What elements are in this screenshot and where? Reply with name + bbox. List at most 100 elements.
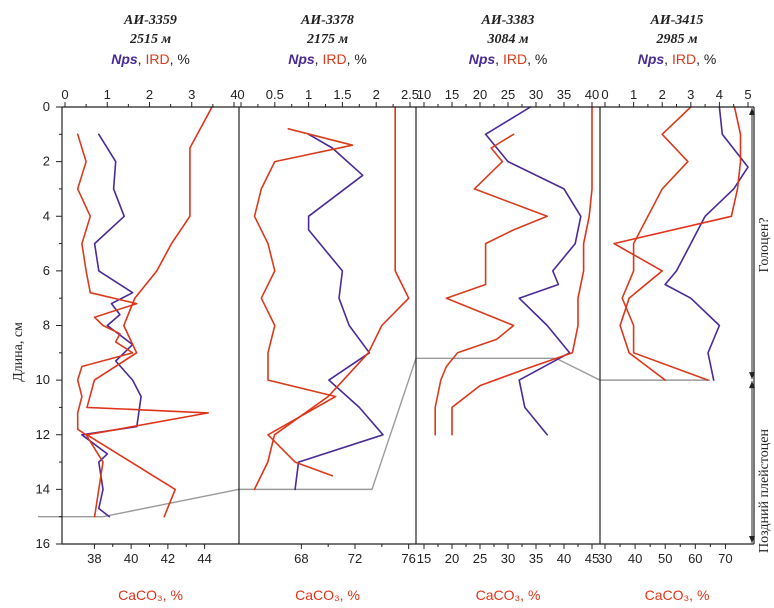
- ird-label: IRD: [145, 51, 169, 67]
- bottom-tick-label: 60: [688, 551, 702, 566]
- top-tick-label: 30: [529, 87, 543, 102]
- top-axis-label: Nps, IRD, %: [469, 51, 548, 67]
- stage-label-holocene: Голоцен?: [757, 217, 772, 272]
- top-tick-label: 1: [104, 87, 111, 102]
- bottom-tick-label: 42: [161, 551, 175, 566]
- top-tick-label: 25: [501, 87, 515, 102]
- nps-label: Nps: [469, 51, 496, 67]
- y-tick-label: 2: [43, 154, 50, 169]
- series-nps-line: [664, 106, 749, 381]
- y-tick-label: 16: [36, 536, 50, 551]
- top-tick-label: 1: [305, 87, 312, 102]
- core-depth-title: 2985 м: [655, 32, 698, 47]
- bottom-tick-label: 30: [501, 551, 515, 566]
- core-depth-title: 3084 м: [486, 32, 529, 47]
- series-caco3-line: [253, 106, 410, 491]
- top-tick-label: 2: [146, 87, 153, 102]
- top-axis-label: Nps, IRD, %: [638, 51, 717, 67]
- bottom-tick-label: 40: [628, 551, 642, 566]
- top-tick-label: 1: [630, 87, 637, 102]
- stage-boundary-line: [38, 357, 710, 518]
- nps-label: Nps: [638, 51, 665, 67]
- nps-label: Nps: [288, 51, 315, 67]
- bottom-tick-label: 44: [197, 551, 211, 566]
- series-ird-line: [434, 133, 549, 436]
- bottom-axis-label: CaCO₃, %: [645, 587, 710, 603]
- y-tick-label: 8: [43, 318, 50, 333]
- core-name-title: АИ-3383: [481, 13, 535, 28]
- top-tick-label: 4: [230, 87, 237, 102]
- top-tick-label: 2: [373, 87, 380, 102]
- bottom-axis-label: CaCO₃, %: [295, 587, 360, 603]
- y-tick-label: 12: [36, 427, 50, 442]
- stage-bracket-holocene: [749, 108, 755, 380]
- bottom-tick-label: 45: [585, 551, 599, 566]
- top-tick-label: 3: [188, 87, 195, 102]
- series-ird-line: [76, 133, 138, 518]
- bottom-tick-label: 40: [124, 551, 138, 566]
- series-nps-line: [484, 106, 582, 436]
- top-tick-label: 0: [601, 87, 608, 102]
- top-tick-label: 2: [659, 87, 666, 102]
- core-name-title: АИ-3415: [650, 13, 704, 28]
- series-nps-line: [294, 133, 384, 491]
- boundary-layer: [38, 357, 710, 518]
- series-caco3-line: [451, 106, 593, 436]
- series-ird-line: [621, 106, 709, 381]
- y-tick-label: 0: [43, 99, 50, 114]
- top-axis-label: Nps, IRD, %: [111, 51, 190, 67]
- stage-bracket-late-pleistocene: [749, 381, 755, 543]
- nps-label: Nps: [111, 51, 138, 67]
- core-panel-2: 0 0.5 1 1.5 2 2.5 68 72 76 АИ-3378 2175 м Nps, IRD,…: [237, 13, 419, 603]
- y-tick-label: 10: [36, 372, 50, 387]
- bottom-tick-label: 25: [473, 551, 487, 566]
- top-tick-label: 2.5: [401, 87, 419, 102]
- bottom-tick-label: 40: [557, 551, 571, 566]
- top-axis-label: Nps, IRD, %: [288, 51, 367, 67]
- y-axis-label: Длина, см: [11, 322, 26, 382]
- bottom-tick-label: 30: [598, 551, 612, 566]
- top-tick-label: 20: [473, 87, 487, 102]
- bottom-tick-label: 72: [348, 551, 362, 566]
- bottom-tick-label: 68: [294, 551, 308, 566]
- bottom-tick-label: 15: [417, 551, 431, 566]
- top-tick-label: 0.5: [266, 87, 284, 102]
- top-tick-label: 3: [687, 87, 694, 102]
- bottom-tick-label: 50: [658, 551, 672, 566]
- bottom-axis-label: CaCO₃, %: [118, 587, 183, 603]
- series-nps-line: [81, 133, 142, 518]
- ird-label: IRD: [672, 51, 696, 67]
- bottom-tick-label: 76: [401, 551, 415, 566]
- ird-label: IRD: [322, 51, 346, 67]
- top-tick-label: 0: [61, 87, 68, 102]
- top-tick-label: 15: [445, 87, 459, 102]
- top-tick-label: 4: [716, 87, 723, 102]
- core-depth-title: 2515 м: [129, 32, 172, 47]
- bottom-tick-label: 70: [718, 551, 732, 566]
- y-tick-label: 4: [43, 208, 50, 223]
- bottom-tick-label: 38: [87, 551, 101, 566]
- bottom-tick-label: 20: [445, 551, 459, 566]
- ird-label: IRD: [503, 51, 527, 67]
- core-name-title: АИ-3359: [123, 13, 177, 28]
- bottom-axis-label: CaCO₃, %: [476, 587, 541, 603]
- core-panel-3: 10 15 20 25 30 35 40 15 20 25 30 35 40 45 АИ-3383 3084 …: [416, 13, 601, 603]
- series-ird-line: [253, 128, 354, 477]
- bottom-tick-label: 35: [529, 551, 543, 566]
- core-depth-title: 2175 м: [306, 32, 349, 47]
- core-panel-1: 0 1 2 3 4 38 40 42 44 АИ-3359 2515 м Nps, IRD, % CaC…: [61, 13, 240, 603]
- y-tick-label: 14: [36, 481, 50, 496]
- top-tick-label: 35: [557, 87, 571, 102]
- top-tick-label: 10: [417, 87, 431, 102]
- stage-label-late-pleistocene: Поздний плейстоцен: [757, 428, 772, 553]
- top-tick-label: 1.5: [333, 87, 351, 102]
- text-layer: Длина, см Голоцен? Поздний плейстоцен: [11, 217, 772, 553]
- series-caco3-line: [86, 106, 213, 518]
- series-caco3-line: [613, 106, 742, 381]
- core-name-title: АИ-3378: [300, 13, 354, 28]
- top-tick-label: 5: [744, 87, 751, 102]
- top-tick-label: 0: [237, 87, 244, 102]
- core-panel-4: 0 1 2 3 4 5 30 40 50 60 70 АИ-3415 2985 м Nps, IRD, %…: [598, 13, 755, 603]
